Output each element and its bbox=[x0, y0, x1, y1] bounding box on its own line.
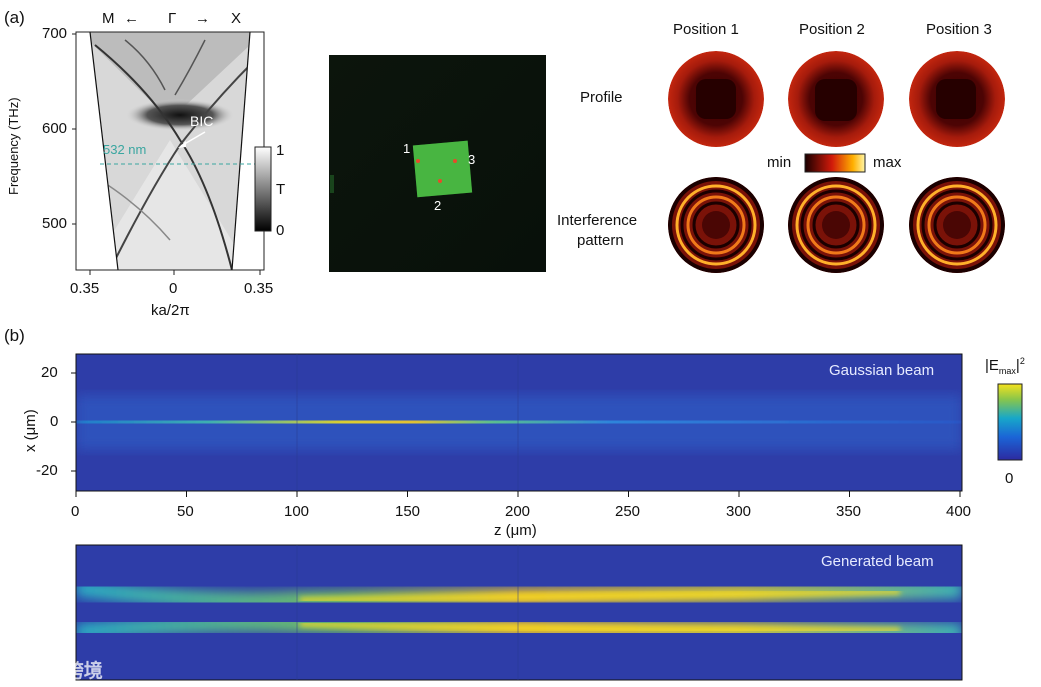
position-1-header: Position 1 bbox=[673, 21, 739, 38]
colorbar-top: 1 bbox=[276, 142, 285, 159]
panel-a-label: (a) bbox=[4, 8, 25, 27]
line-532-label: 532 nm bbox=[103, 142, 147, 157]
scale-min: min bbox=[767, 154, 792, 171]
field-colorbar-title-main: |E bbox=[985, 357, 999, 374]
generated-beam-title: Generated beam bbox=[821, 553, 934, 570]
colorbar-T: T bbox=[276, 181, 286, 198]
b-xtick-100: 100 bbox=[284, 503, 310, 520]
marker-3: 3 bbox=[468, 152, 476, 167]
position-2-header: Position 2 bbox=[799, 21, 865, 38]
b-xlabel: z (μm) bbox=[494, 522, 537, 539]
scale-max: max bbox=[873, 154, 902, 171]
b-xtick-300: 300 bbox=[726, 503, 752, 520]
band-xtick-zero: 0 bbox=[169, 280, 178, 297]
band-ytick-700: 700 bbox=[42, 25, 68, 42]
band-ytick-600: 600 bbox=[42, 120, 68, 137]
marker-2: 2 bbox=[434, 198, 442, 213]
band-top-M: M bbox=[102, 10, 115, 27]
field-colorbar-zero: 0 bbox=[1005, 470, 1014, 487]
b-xtick-200: 200 bbox=[505, 503, 531, 520]
b-xtick-0: 0 bbox=[71, 503, 80, 520]
band-ylabel: Frequency (THz) bbox=[6, 97, 21, 195]
panel-b-label: (b) bbox=[4, 326, 25, 345]
field-colorbar-title-sup: 2 bbox=[1019, 356, 1025, 366]
b-xtick-400: 400 bbox=[946, 503, 972, 520]
row-profile-label: Profile bbox=[580, 89, 623, 106]
b-xtick-150: 150 bbox=[395, 503, 421, 520]
band-xlabel: ka/2π bbox=[151, 302, 190, 319]
gaussian-beam-title: Gaussian beam bbox=[829, 362, 935, 379]
band-top-gamma: Γ bbox=[168, 10, 177, 27]
b-ytick-20: 20 bbox=[41, 364, 58, 381]
watermark-text: 大数跨境 bbox=[26, 661, 103, 682]
field-colorbar-title: |Emax|2 bbox=[985, 356, 1025, 376]
position-3-header: Position 3 bbox=[926, 21, 992, 38]
watermark: ◔◌ 大数跨境 bbox=[6, 656, 103, 683]
band-xtick-left: 0.35 bbox=[70, 280, 100, 297]
band-top-X: X bbox=[231, 10, 242, 27]
band-arrow-right: → bbox=[195, 10, 210, 27]
marker-1: 1 bbox=[403, 141, 411, 156]
field-colorbar-title-sub: max bbox=[998, 366, 1016, 376]
b-ytick-minus20: -20 bbox=[36, 462, 58, 479]
band-xtick-right: 0.35 bbox=[244, 280, 274, 297]
b-ylabel: x (μm) bbox=[22, 409, 39, 452]
row-interference-label-1: Interference bbox=[557, 212, 638, 229]
b-xtick-250: 250 bbox=[615, 503, 641, 520]
band-ytick-500: 500 bbox=[42, 215, 68, 232]
watermark-logo-icon: ◔◌ bbox=[6, 664, 23, 680]
bic-label: BIC bbox=[190, 113, 214, 129]
b-xtick-350: 350 bbox=[836, 503, 862, 520]
band-arrow-left: ← bbox=[124, 10, 139, 27]
b-ytick-0: 0 bbox=[50, 413, 59, 430]
colorbar-bottom: 0 bbox=[276, 222, 285, 239]
row-interference-label-2: pattern bbox=[577, 232, 624, 249]
b-xtick-50: 50 bbox=[177, 503, 194, 520]
